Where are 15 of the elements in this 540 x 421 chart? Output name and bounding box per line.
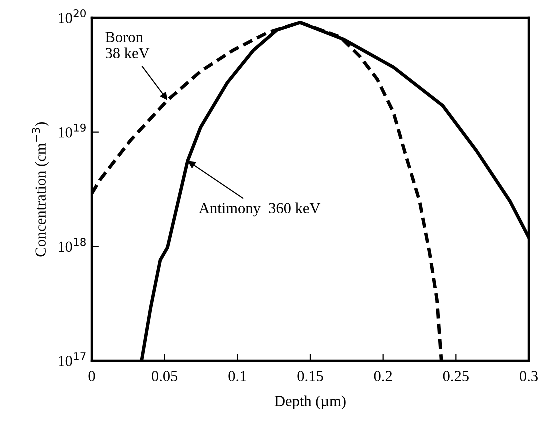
y-tick-label: 10$^{18}$	[58, 238, 86, 252]
x-tick-label: 0.2	[374, 371, 392, 382]
y-tick-label: 10$^{19}$	[58, 124, 86, 138]
y-tick-label: 10$^{17}$	[58, 352, 86, 366]
x-axis-title: Depth (µm)	[274, 396, 346, 410]
x-tick-label: 0	[88, 371, 96, 382]
x-tick-label: 0.3	[520, 371, 538, 382]
x-tick-label: 0.25	[443, 371, 469, 382]
x-tick-label: 0.1	[228, 371, 246, 382]
annotation: Antimony 360 keV	[199, 202, 321, 217]
annotation: Boron 38 keV	[106, 32, 150, 59]
x-tick-label: 0.15	[298, 371, 324, 382]
y-tick-label: 10$^{20}$	[58, 10, 86, 24]
x-tick-label: 0.05	[152, 371, 178, 382]
y-axis-title: Concentration (cm$^{−3}$)	[32, 122, 50, 257]
